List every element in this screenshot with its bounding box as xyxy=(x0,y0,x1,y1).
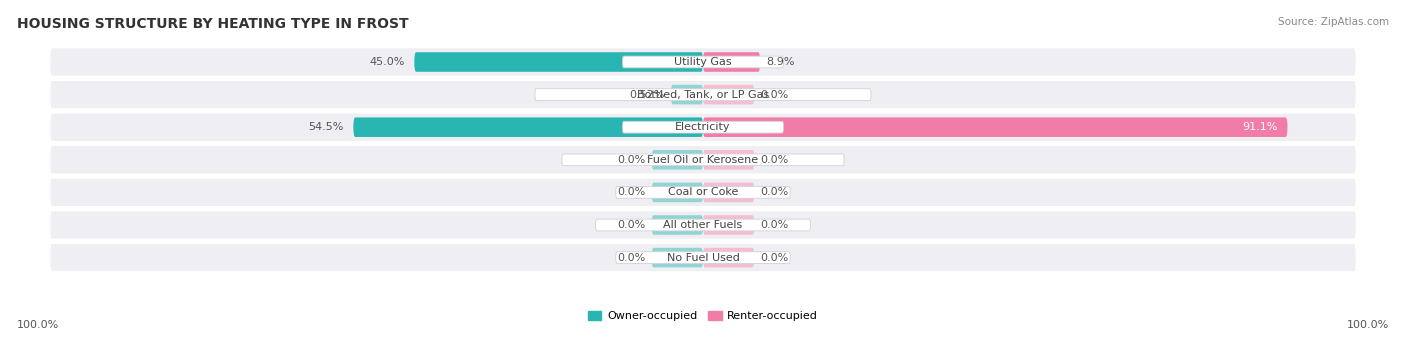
Text: Electricity: Electricity xyxy=(675,122,731,132)
FancyBboxPatch shape xyxy=(703,183,755,202)
FancyBboxPatch shape xyxy=(49,242,1357,273)
FancyBboxPatch shape xyxy=(49,112,1357,142)
FancyBboxPatch shape xyxy=(703,117,1288,137)
FancyBboxPatch shape xyxy=(562,154,844,166)
Text: 0.0%: 0.0% xyxy=(761,187,789,198)
Text: 54.5%: 54.5% xyxy=(308,122,343,132)
Text: 100.0%: 100.0% xyxy=(1347,320,1389,330)
Text: 8.9%: 8.9% xyxy=(766,57,794,67)
Text: No Fuel Used: No Fuel Used xyxy=(666,253,740,262)
Text: Source: ZipAtlas.com: Source: ZipAtlas.com xyxy=(1278,17,1389,27)
FancyBboxPatch shape xyxy=(651,183,703,202)
FancyBboxPatch shape xyxy=(49,144,1357,175)
Text: 0.0%: 0.0% xyxy=(617,253,645,262)
FancyBboxPatch shape xyxy=(703,52,761,72)
Legend: Owner-occupied, Renter-occupied: Owner-occupied, Renter-occupied xyxy=(583,306,823,326)
FancyBboxPatch shape xyxy=(49,47,1357,77)
Text: Coal or Coke: Coal or Coke xyxy=(668,187,738,198)
FancyBboxPatch shape xyxy=(353,117,703,137)
FancyBboxPatch shape xyxy=(703,150,755,170)
Text: Utility Gas: Utility Gas xyxy=(675,57,731,67)
FancyBboxPatch shape xyxy=(651,215,703,235)
FancyBboxPatch shape xyxy=(623,56,783,68)
Text: 0.0%: 0.0% xyxy=(617,220,645,230)
FancyBboxPatch shape xyxy=(703,215,755,235)
Text: 0.0%: 0.0% xyxy=(761,90,789,100)
FancyBboxPatch shape xyxy=(671,85,703,104)
FancyBboxPatch shape xyxy=(534,89,872,100)
Text: Fuel Oil or Kerosene: Fuel Oil or Kerosene xyxy=(647,155,759,165)
FancyBboxPatch shape xyxy=(49,79,1357,110)
Text: 0.0%: 0.0% xyxy=(761,253,789,262)
Text: Bottled, Tank, or LP Gas: Bottled, Tank, or LP Gas xyxy=(637,90,769,100)
FancyBboxPatch shape xyxy=(651,150,703,170)
FancyBboxPatch shape xyxy=(703,85,755,104)
Text: 91.1%: 91.1% xyxy=(1243,122,1278,132)
Text: 0.52%: 0.52% xyxy=(628,90,665,100)
FancyBboxPatch shape xyxy=(616,252,790,264)
FancyBboxPatch shape xyxy=(703,248,755,267)
Text: All other Fuels: All other Fuels xyxy=(664,220,742,230)
FancyBboxPatch shape xyxy=(596,219,810,231)
Text: 0.0%: 0.0% xyxy=(761,155,789,165)
Text: 0.0%: 0.0% xyxy=(617,155,645,165)
FancyBboxPatch shape xyxy=(415,52,703,72)
FancyBboxPatch shape xyxy=(49,210,1357,240)
FancyBboxPatch shape xyxy=(651,248,703,267)
Text: 0.0%: 0.0% xyxy=(617,187,645,198)
Text: 45.0%: 45.0% xyxy=(370,57,405,67)
Text: HOUSING STRUCTURE BY HEATING TYPE IN FROST: HOUSING STRUCTURE BY HEATING TYPE IN FRO… xyxy=(17,17,409,31)
Text: 100.0%: 100.0% xyxy=(17,320,59,330)
FancyBboxPatch shape xyxy=(49,177,1357,208)
FancyBboxPatch shape xyxy=(623,121,783,133)
Text: 0.0%: 0.0% xyxy=(761,220,789,230)
FancyBboxPatch shape xyxy=(616,187,790,198)
